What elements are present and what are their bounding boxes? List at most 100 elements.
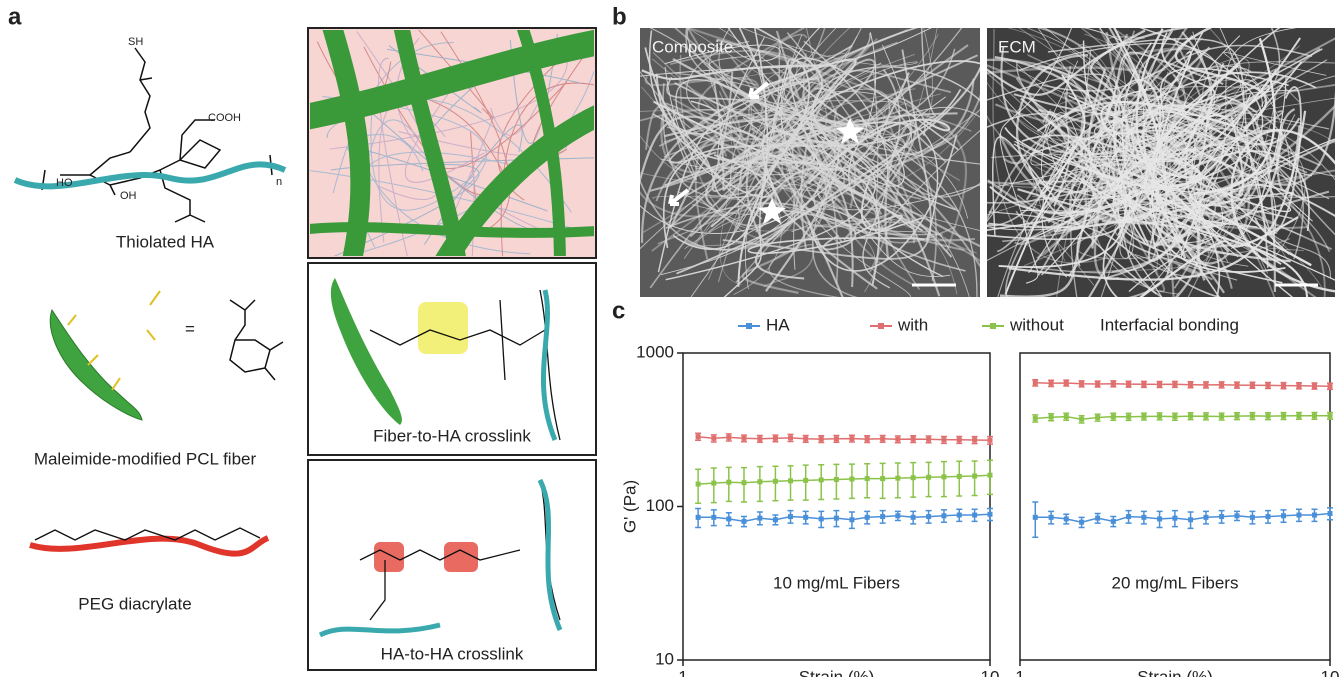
data-point	[1033, 515, 1038, 520]
data-point	[1172, 382, 1177, 387]
data-point	[819, 477, 824, 482]
data-point	[988, 512, 993, 517]
data-point	[941, 437, 946, 442]
data-point	[1049, 515, 1054, 520]
data-point	[1172, 516, 1177, 521]
thiolated-ha-structure	[42, 48, 272, 222]
data-point	[926, 437, 931, 442]
data-point	[834, 477, 839, 482]
pcl-fiber	[50, 310, 142, 420]
data-point	[773, 517, 778, 522]
data-point	[819, 437, 824, 442]
chart-annotation: 10 mg/mL Fibers	[773, 573, 900, 592]
data-point	[941, 474, 946, 479]
data-point	[1126, 382, 1131, 387]
data-point	[1095, 516, 1100, 521]
plot-frame	[683, 353, 990, 660]
data-point	[1079, 417, 1084, 422]
data-point	[788, 478, 793, 483]
data-point	[911, 437, 916, 442]
data-point	[1234, 383, 1239, 388]
data-point	[741, 436, 746, 441]
data-point	[711, 481, 716, 486]
data-point	[880, 436, 885, 441]
data-point	[1188, 382, 1193, 387]
data-point	[865, 476, 870, 481]
data-point	[1064, 516, 1069, 521]
legend-swatch	[878, 323, 884, 329]
data-point	[1157, 516, 1162, 521]
data-point	[1064, 380, 1069, 385]
data-point	[696, 482, 701, 487]
data-point	[1095, 415, 1100, 420]
data-point	[1188, 414, 1193, 419]
panel-label: b	[612, 3, 627, 30]
data-point	[741, 519, 746, 524]
crosslink-highlight	[418, 302, 468, 354]
data-point	[1157, 414, 1162, 419]
data-point	[926, 475, 931, 480]
data-point	[726, 435, 731, 440]
data-point	[1079, 520, 1084, 525]
data-point	[711, 515, 716, 520]
data-point	[1312, 413, 1317, 418]
atom-label: COOH	[208, 112, 241, 124]
data-point	[1111, 414, 1116, 419]
x-tick-label: 10	[1321, 667, 1340, 677]
data-point	[1033, 416, 1038, 421]
data-point	[757, 479, 762, 484]
data-point	[1203, 515, 1208, 520]
data-point	[803, 478, 808, 483]
data-point	[1266, 383, 1271, 388]
data-point	[895, 437, 900, 442]
caption: PEG diacrylate	[78, 594, 191, 613]
figure: a b c SH COOH HO OH n Thiolated HA = Mal…	[0, 0, 1342, 677]
data-point	[1111, 381, 1116, 386]
atom-label: n	[276, 176, 282, 188]
data-point	[865, 515, 870, 520]
data-point	[788, 514, 793, 519]
data-point	[1266, 514, 1271, 519]
data-point	[1219, 514, 1224, 519]
x-axis-label: Strain (%)	[1137, 667, 1213, 677]
data-point	[1111, 519, 1116, 524]
caption: Fiber-to-HA crosslink	[373, 426, 531, 445]
data-point	[1250, 383, 1255, 388]
data-point	[1126, 414, 1131, 419]
data-point	[1296, 513, 1301, 518]
data-point	[1281, 513, 1286, 518]
data-point	[1281, 383, 1286, 388]
data-point	[1250, 413, 1255, 418]
legend-label: without	[1009, 315, 1064, 334]
data-point	[957, 474, 962, 479]
data-point	[1281, 413, 1286, 418]
data-point	[773, 436, 778, 441]
data-point	[911, 515, 916, 520]
data-point	[895, 476, 900, 481]
panel-label: c	[612, 297, 625, 324]
data-point	[1079, 381, 1084, 386]
maleimide-structure	[230, 300, 283, 380]
x-axis-label: Strain (%)	[799, 667, 875, 677]
data-point	[1328, 413, 1333, 418]
data-point	[957, 437, 962, 442]
atom-label: =	[185, 319, 195, 338]
data-point	[865, 437, 870, 442]
image-label: ECM	[998, 37, 1036, 56]
data-point	[834, 436, 839, 441]
data-point	[880, 476, 885, 481]
page: a b c SH COOH HO OH n Thiolated HA = Mal…	[0, 0, 1342, 677]
data-point	[1234, 414, 1239, 419]
data-point	[941, 513, 946, 518]
data-point	[803, 515, 808, 520]
legend-label: with	[897, 315, 928, 334]
data-point	[1172, 414, 1177, 419]
y-axis-label: G' (Pa)	[620, 480, 639, 533]
data-point	[1234, 513, 1239, 518]
caption: Maleimide-modified PCL fiber	[34, 449, 257, 468]
data-point	[1141, 515, 1146, 520]
y-tick-label: 100	[646, 496, 674, 515]
data-point	[1219, 414, 1224, 419]
legend-label: HA	[766, 315, 790, 334]
legend-swatch	[990, 323, 996, 329]
